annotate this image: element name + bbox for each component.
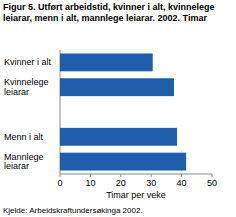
x-tick-label: 50 [207, 178, 217, 188]
x-tick [120, 174, 121, 177]
category-label: Menn i alt [4, 132, 44, 142]
bar [60, 128, 177, 146]
x-tick-label: 20 [116, 178, 126, 188]
x-tick-label: 10 [85, 178, 95, 188]
bars [60, 53, 186, 170]
x-axis-line [60, 174, 212, 175]
chart: Figur 5. Utført arbeidstid, kvinner i al… [0, 0, 236, 217]
x-tick [60, 174, 61, 177]
title: Figur 5. Utført arbeidstid, kvinner i al… [3, 2, 215, 23]
x-tick-label: 40 [177, 178, 187, 188]
x-tick [181, 174, 182, 177]
bar [60, 78, 174, 96]
category-label: Kvinnelegeleiarar [4, 77, 49, 97]
x-tick [90, 174, 91, 177]
x-axis-label: Timar per veke [106, 190, 166, 200]
category-label: Kvinner i alt [4, 57, 52, 67]
source: Kjelde: Arbeidskraftundersøkinga 2002. [3, 206, 143, 215]
category-label: Mannlegeleiarar [4, 152, 44, 172]
x-tick [212, 174, 213, 177]
bar [60, 153, 186, 171]
x-tick-label: 30 [146, 178, 156, 188]
x-tick-label: 0 [57, 178, 62, 188]
x-tick [151, 174, 152, 177]
bar [60, 53, 153, 71]
